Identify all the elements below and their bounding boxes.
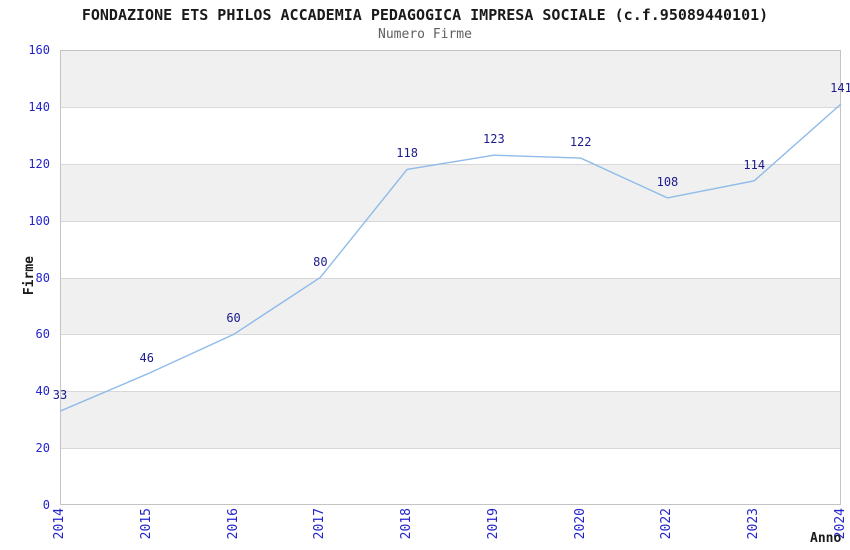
y-tick-label: 140 [28, 99, 50, 114]
plot-band [60, 277, 841, 335]
chart-subtitle: Numero Firme [378, 27, 472, 42]
y-tick-label: 100 [28, 213, 50, 228]
chart-title: FONDAZIONE ETS PHILOS ACCADEMIA PEDAGOGI… [81, 6, 769, 24]
y-tick-label: 40 [35, 384, 50, 399]
x-tick-label: 2023 [746, 508, 762, 540]
y-axis-title: Firme [22, 255, 37, 295]
data-point-label: 46 [139, 351, 154, 366]
y-tick-label: 60 [35, 327, 50, 342]
y-tick-label: 120 [28, 156, 50, 171]
x-tick-label: 2014 [52, 508, 67, 540]
plot-band [60, 163, 841, 221]
x-tick-label: 2016 [225, 508, 241, 540]
data-point-label: 141 [830, 81, 850, 96]
data-point-label: 108 [656, 174, 679, 189]
plot-band [60, 334, 841, 392]
plot-band [60, 220, 841, 278]
gridline [60, 391, 841, 392]
plot-band [60, 391, 841, 449]
data-point-label: 80 [313, 254, 328, 269]
x-tick-label: 2015 [138, 508, 154, 540]
gridline [60, 448, 841, 449]
gridline [60, 107, 841, 108]
data-point-label: 123 [483, 132, 505, 147]
x-axis-title: Anno [810, 531, 842, 546]
data-point-label: 118 [396, 146, 418, 161]
y-tick-label: 160 [28, 43, 50, 57]
data-point-label: 114 [743, 157, 766, 172]
x-tick-label: 2018 [399, 508, 415, 540]
x-tick-label: 2020 [572, 508, 588, 540]
y-tick-label: 20 [35, 441, 50, 456]
y-tick-label: 80 [35, 270, 50, 285]
gridline [60, 164, 841, 165]
plot-band [60, 106, 841, 164]
plot-band [60, 448, 841, 505]
data-point-label: 60 [226, 311, 241, 326]
x-tick-label: 2017 [312, 508, 328, 540]
series-line [59, 103, 842, 412]
plot-band [60, 50, 841, 107]
data-point-label: 122 [569, 135, 592, 150]
x-tick-label: 2022 [659, 508, 675, 540]
gridline [60, 221, 841, 222]
data-point-label: 33 [52, 388, 68, 403]
x-tick-label: 2019 [485, 508, 501, 540]
y-tick-label: 0 [42, 498, 50, 512]
gridline [60, 334, 841, 335]
gridline [60, 278, 841, 279]
